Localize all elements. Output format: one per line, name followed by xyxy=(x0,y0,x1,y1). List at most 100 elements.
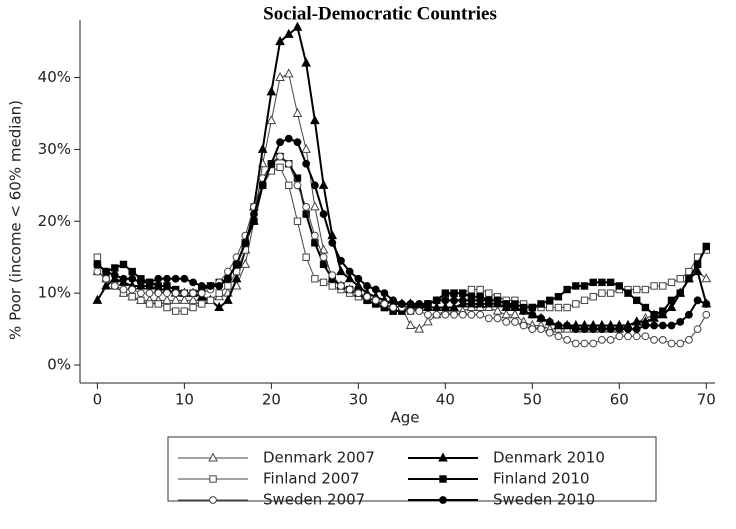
marker xyxy=(328,238,337,247)
marker xyxy=(631,316,642,326)
marker xyxy=(650,321,659,330)
marker xyxy=(189,278,197,287)
marker xyxy=(310,181,319,190)
marker xyxy=(292,21,303,31)
marker xyxy=(554,332,563,341)
marker xyxy=(676,275,684,283)
marker xyxy=(511,303,519,312)
legend-marker xyxy=(439,496,447,504)
marker xyxy=(546,296,554,305)
marker xyxy=(554,321,563,330)
legend-marker xyxy=(209,496,217,504)
marker xyxy=(102,274,110,283)
marker xyxy=(319,210,328,218)
marker xyxy=(224,282,232,290)
marker xyxy=(615,282,624,290)
marker xyxy=(119,274,128,283)
marker xyxy=(633,296,641,305)
marker xyxy=(163,274,171,283)
marker xyxy=(580,339,589,348)
marker xyxy=(215,289,223,297)
marker xyxy=(328,271,337,280)
marker xyxy=(406,307,415,316)
marker xyxy=(110,271,119,280)
marker xyxy=(658,335,667,344)
marker xyxy=(537,325,545,333)
marker xyxy=(511,318,519,326)
marker xyxy=(92,294,103,304)
marker xyxy=(692,266,703,276)
marker xyxy=(179,294,190,304)
marker xyxy=(467,296,476,305)
marker xyxy=(302,210,310,218)
legend-label: Sweden 2007 xyxy=(263,491,365,509)
marker xyxy=(502,300,511,308)
marker xyxy=(180,289,189,298)
marker xyxy=(563,303,571,312)
marker xyxy=(598,325,606,333)
marker xyxy=(285,181,293,190)
marker xyxy=(563,321,572,330)
marker xyxy=(189,289,197,298)
marker xyxy=(580,282,589,290)
marker xyxy=(598,289,606,297)
legend-marker xyxy=(439,475,447,483)
marker xyxy=(275,71,285,82)
marker xyxy=(467,310,476,319)
marker xyxy=(441,289,450,297)
marker xyxy=(493,296,502,305)
marker xyxy=(276,163,284,172)
marker xyxy=(311,275,319,283)
marker xyxy=(145,278,154,287)
marker xyxy=(641,321,650,330)
legend-marker xyxy=(208,452,218,462)
marker xyxy=(702,300,711,308)
marker xyxy=(650,282,658,290)
marker xyxy=(283,28,294,38)
marker xyxy=(510,309,520,319)
marker xyxy=(206,282,215,290)
marker xyxy=(163,282,171,290)
legend-label: Finland 2007 xyxy=(263,470,360,488)
marker xyxy=(363,282,371,290)
marker xyxy=(302,202,311,211)
marker xyxy=(180,274,189,283)
marker xyxy=(432,310,441,319)
marker xyxy=(293,217,302,225)
marker xyxy=(301,57,311,67)
marker xyxy=(693,296,702,305)
marker xyxy=(685,275,693,283)
marker xyxy=(606,335,615,344)
marker xyxy=(598,278,606,287)
marker xyxy=(685,310,693,319)
legend-marker xyxy=(438,452,448,462)
marker xyxy=(633,285,641,294)
marker xyxy=(624,325,632,333)
legend-label: Denmark 2010 xyxy=(493,449,605,467)
y-tick-label: 30% xyxy=(38,140,71,158)
marker xyxy=(397,300,406,308)
marker xyxy=(128,285,137,294)
marker xyxy=(476,285,484,294)
marker xyxy=(666,301,677,312)
marker xyxy=(180,307,189,315)
marker xyxy=(537,314,545,323)
marker xyxy=(485,289,493,297)
marker xyxy=(163,289,171,298)
marker xyxy=(345,267,354,276)
marker xyxy=(702,242,711,251)
marker xyxy=(546,303,554,312)
marker xyxy=(310,231,319,240)
marker xyxy=(659,282,667,290)
marker xyxy=(136,289,145,298)
marker xyxy=(214,301,225,312)
marker xyxy=(145,300,154,308)
marker xyxy=(676,289,684,297)
marker xyxy=(528,303,537,312)
marker xyxy=(189,303,197,312)
marker xyxy=(641,332,650,341)
marker xyxy=(344,273,355,283)
marker xyxy=(650,311,658,319)
marker xyxy=(571,339,580,348)
x-axis-label: Age xyxy=(390,409,419,427)
